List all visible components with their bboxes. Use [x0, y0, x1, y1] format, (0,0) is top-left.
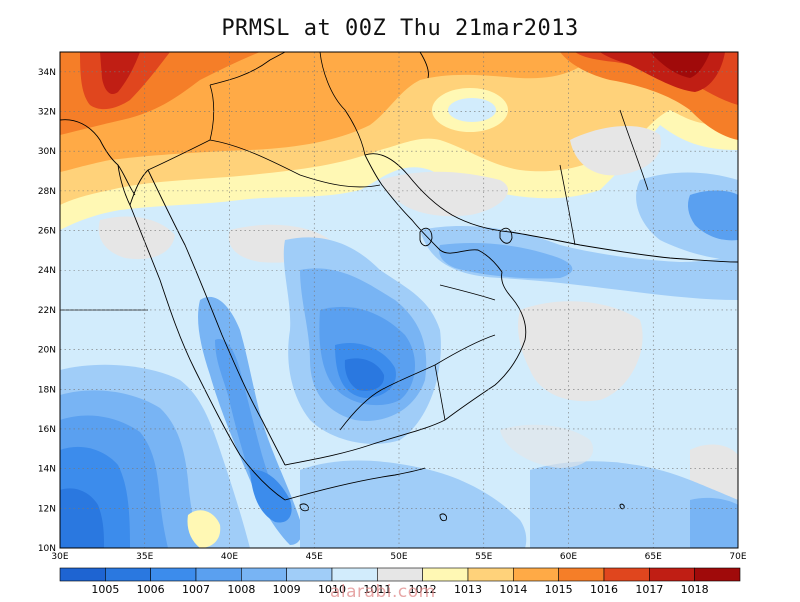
plot-frame: [59, 51, 739, 549]
lat-tick-label: 16N: [38, 425, 56, 435]
colorbar-swatch: [331, 567, 378, 582]
colorbar-swatch: [59, 567, 106, 582]
coastlines: [60, 52, 738, 522]
colorbar-level-label: 1010: [318, 583, 346, 596]
colorbar-level-label: 1012: [409, 583, 437, 596]
lat-tick-label: 32N: [38, 108, 56, 118]
lon-tick-label: 70E: [729, 552, 746, 562]
colorbar-level-label: 1005: [91, 583, 119, 596]
colorbar: 1005 1006 1007 1008 1009 1010 1011 1012 1013 1014…: [59, 567, 741, 596]
watermark-text: alarabi.com: [330, 582, 436, 602]
colorbar-swatch: [513, 567, 559, 582]
colorbar-swatch: [195, 567, 242, 582]
colorbar-level-label: 1006: [137, 583, 165, 596]
grid-lines: [60, 52, 738, 548]
colorbar-swatch: [241, 567, 287, 582]
lat-tick-label: 26N: [38, 227, 56, 237]
lon-tick-label: 50E: [390, 552, 407, 562]
lon-tick-label: 30E: [51, 552, 68, 562]
lat-tick-label: 14N: [38, 465, 56, 475]
lat-tick-label: 18N: [38, 385, 56, 395]
lon-tick-label: 60E: [560, 552, 577, 562]
colorbar-swatch: [467, 567, 514, 582]
lat-tick-label: 24N: [38, 266, 56, 276]
colorbar-level-label: 1014: [499, 583, 527, 596]
longitude-ticks: 30E 35E 40E 45E 50E 55E 60E 65E 70E: [51, 552, 746, 562]
colorbar-level-label: 1017: [635, 583, 663, 596]
colorbar-level-label: 1011: [363, 583, 391, 596]
lon-tick-label: 65E: [645, 552, 662, 562]
colorbar-level-label: 1013: [454, 583, 482, 596]
country-borders: [60, 52, 649, 431]
colorbar-swatch: [558, 567, 605, 582]
lon-tick-label: 55E: [475, 552, 492, 562]
colorbar-level-label: 1009: [273, 583, 301, 596]
colorbar-swatch: [649, 567, 695, 582]
colorbar-swatch: [694, 567, 741, 582]
lat-tick-label: 34N: [38, 68, 56, 78]
colorbar-level-label: 1008: [227, 583, 255, 596]
lat-tick-label: 12N: [38, 504, 56, 514]
lat-tick-label: 28N: [38, 187, 56, 197]
colorbar-level-label: 1007: [182, 583, 210, 596]
lat-tick-label: 22N: [38, 306, 56, 316]
colorbar-level-label: 1016: [590, 583, 618, 596]
colorbar-swatch: [603, 567, 650, 582]
colorbar-swatch: [377, 567, 423, 582]
lon-tick-label: 40E: [221, 552, 238, 562]
lat-tick-label: 20N: [38, 346, 56, 356]
colorbar-swatch: [422, 567, 469, 582]
colorbar-level-label: 1015: [545, 583, 573, 596]
colorbar-level-label: 1018: [681, 583, 709, 596]
lat-tick-label: 30N: [38, 147, 56, 157]
chart-title: PRMSL at 00Z Thu 21mar2013: [221, 16, 579, 41]
lon-tick-label: 35E: [136, 552, 153, 562]
colorbar-swatch: [286, 567, 333, 582]
latitude-ticks: 10N 12N 14N 16N 18N 20N 22N 24N 26N 28N 30N 32N 34N: [38, 68, 56, 554]
lon-tick-label: 45E: [306, 552, 323, 562]
lat-tick-label: 10N: [38, 544, 56, 554]
colorbar-swatch: [150, 567, 197, 582]
colorbar-swatch: [105, 567, 151, 582]
